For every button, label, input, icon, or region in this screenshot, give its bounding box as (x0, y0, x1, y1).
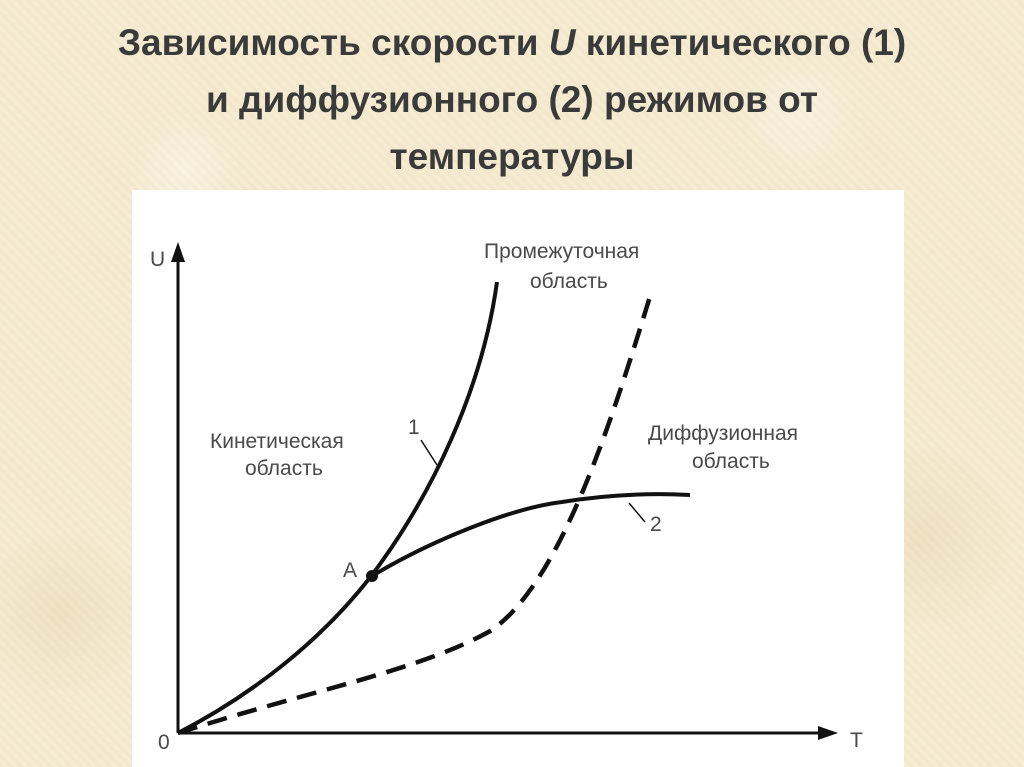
y-axis-label: U (150, 248, 165, 271)
title-text-2: кинетического (1) (575, 22, 907, 63)
curve-1-label: 1 (408, 416, 420, 439)
curve-2-diffusion (370, 492, 691, 578)
origin-label: 0 (158, 731, 170, 754)
region-kinetic-line-1: Кинетическая (210, 430, 344, 453)
diagram-panel: U T 0 A 1 2 Промежуточная область Кинети… (132, 190, 904, 767)
region-intermediate-line-1: Промежуточная (484, 240, 639, 263)
region-diffusion-line-2: область (692, 450, 770, 473)
title-symbol: U (548, 22, 576, 63)
curve-1-leader (420, 439, 438, 466)
x-axis-arrow-icon (818, 726, 838, 740)
region-intermediate-line-2: область (530, 270, 608, 293)
region-kinetic-line-2: область (245, 457, 323, 480)
y-axis-arrow-icon (171, 242, 185, 262)
slide-title: Зависимость скорости U кинетического (1)… (40, 14, 984, 185)
curve-1-kinetic (177, 281, 499, 735)
title-line-2: и диффузионного (2) режимов от (206, 79, 818, 120)
region-diffusion-line-1: Диффузионная (648, 422, 798, 445)
curve-2-leader (628, 502, 646, 523)
dashed-curve (177, 289, 655, 736)
point-a (366, 570, 378, 582)
title-text-1: Зависимость скорости (117, 22, 549, 63)
x-axis-label: T (850, 729, 863, 752)
title-line-1: Зависимость скорости U кинетического (1) (40, 14, 984, 71)
rate-temperature-diagram: U T 0 A 1 2 Промежуточная область Кинети… (150, 240, 863, 754)
curve-2-label: 2 (650, 513, 662, 536)
title-line-3: температуры (389, 136, 635, 177)
point-a-label: A (343, 559, 357, 582)
